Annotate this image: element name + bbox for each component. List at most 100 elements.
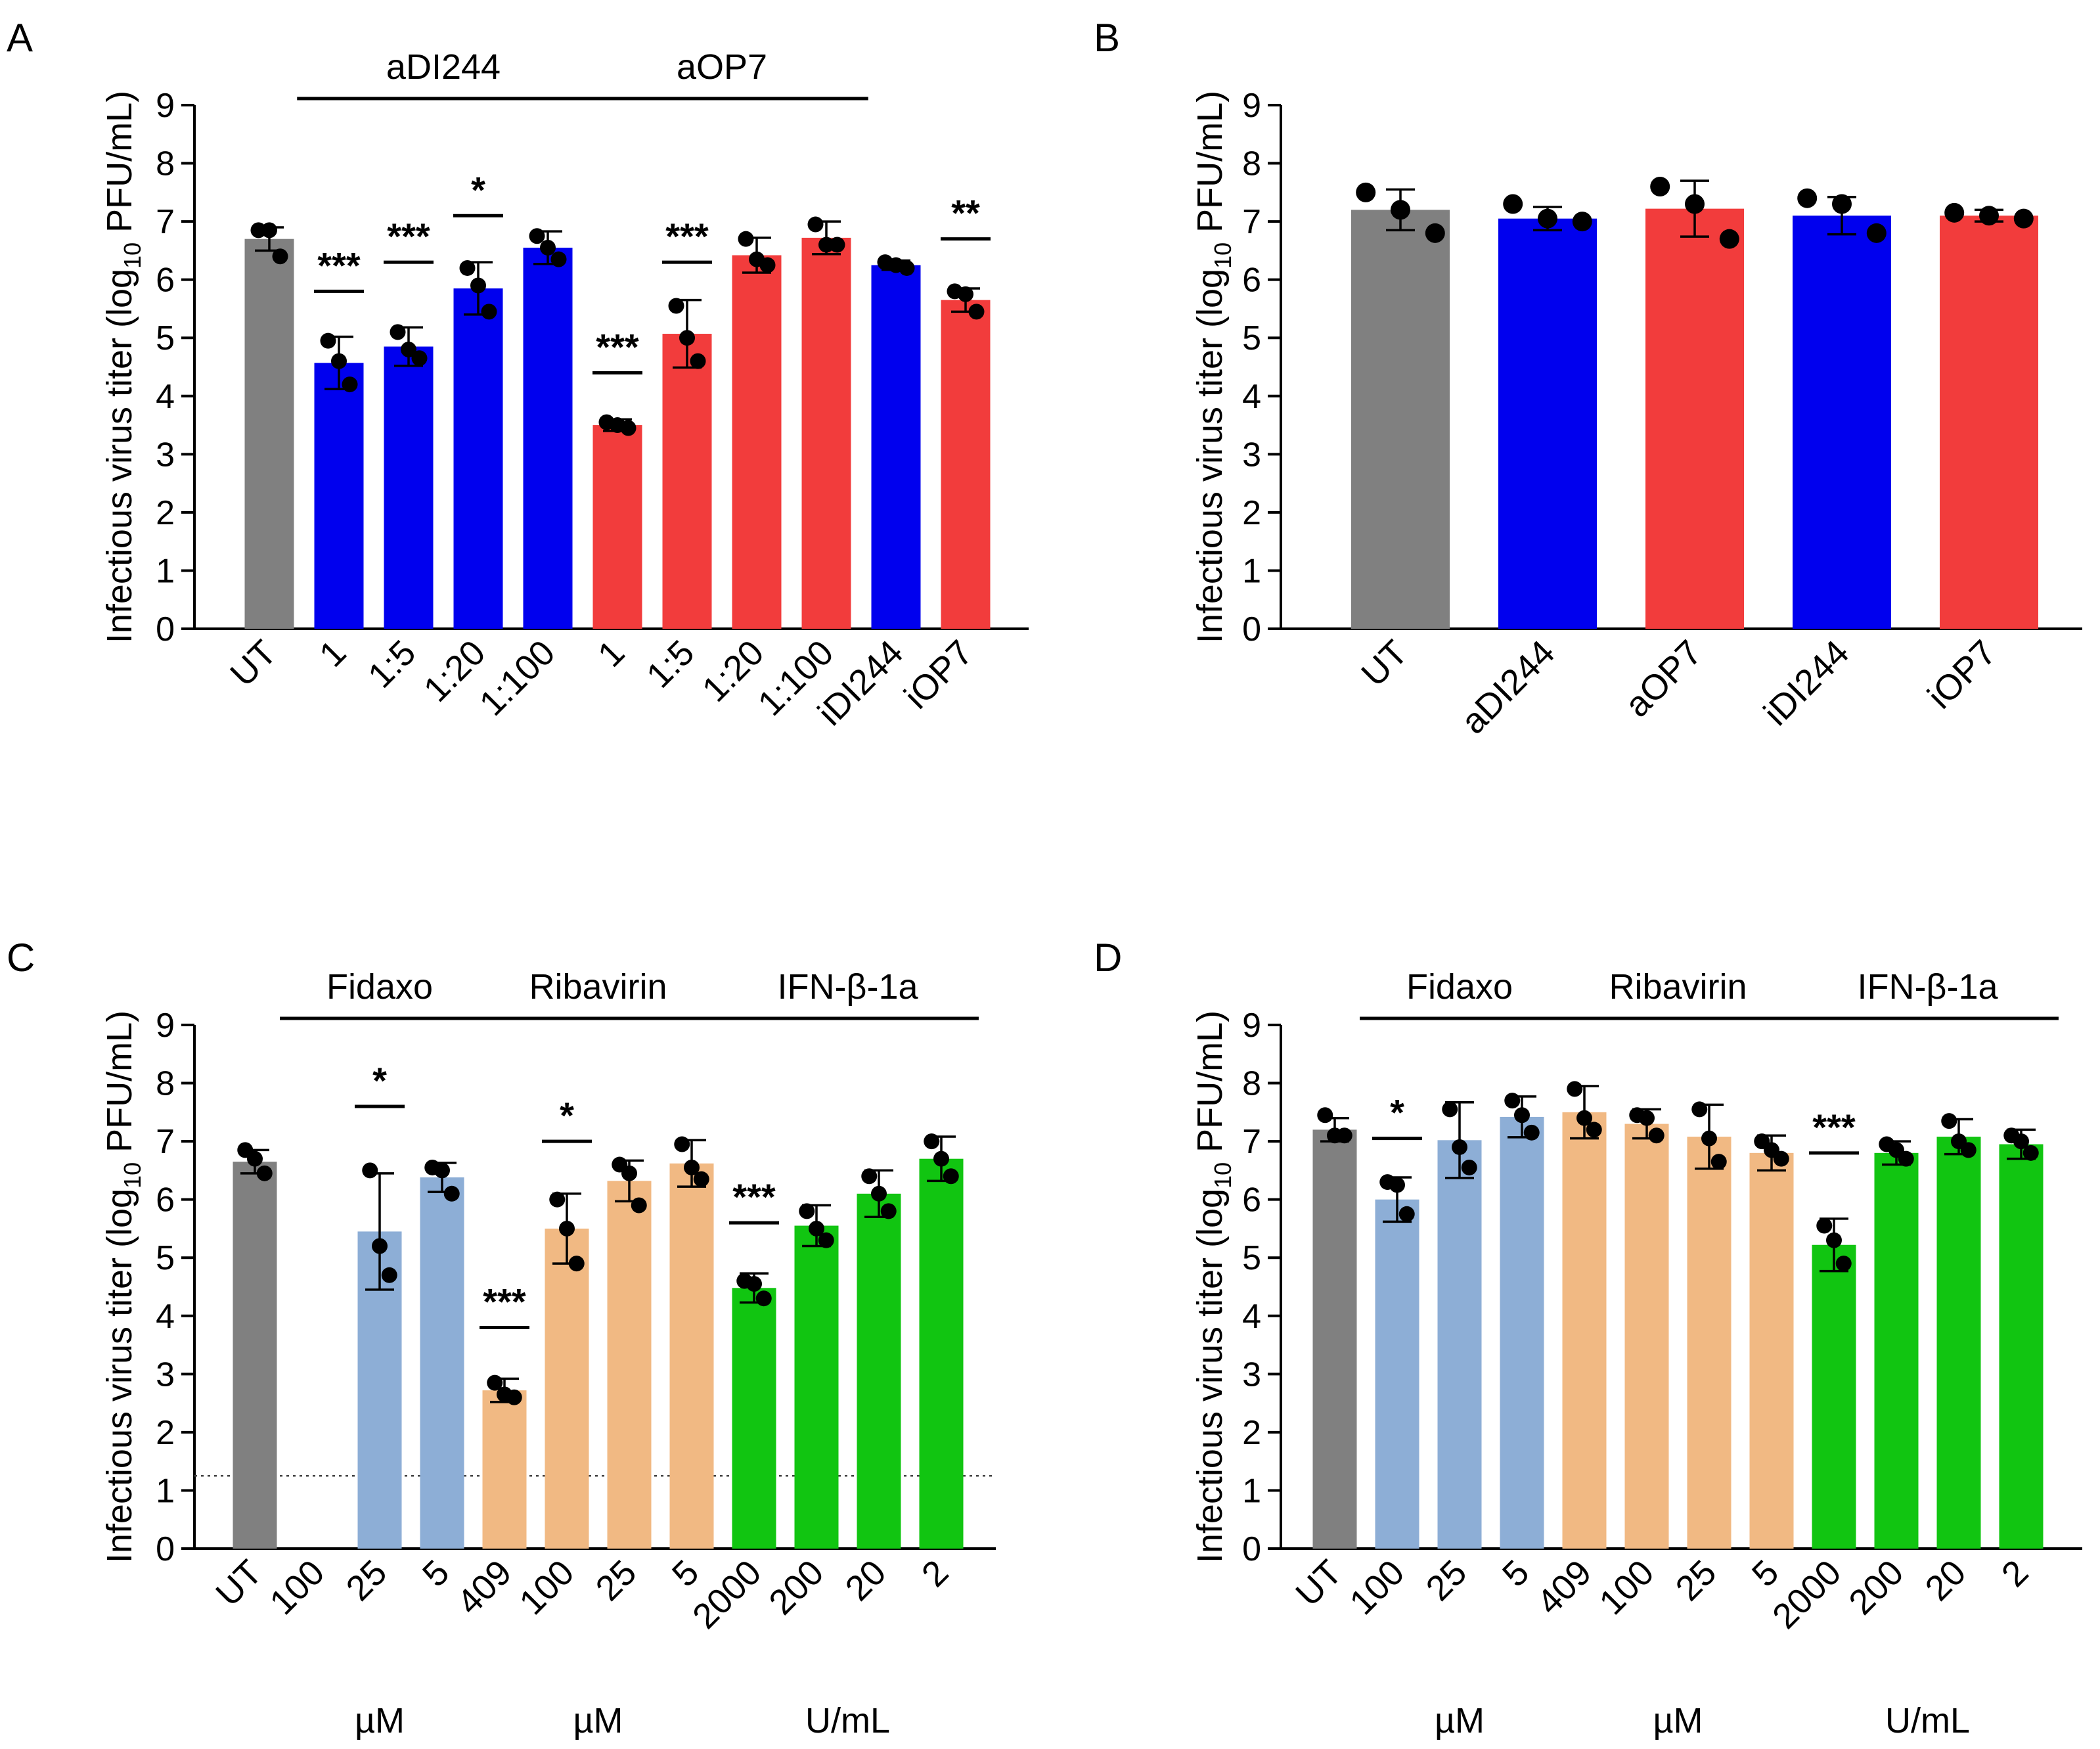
data-point — [459, 260, 476, 276]
bar — [1375, 1199, 1419, 1549]
data-point — [690, 353, 706, 369]
x-tick-label: 5 — [1495, 1553, 1537, 1595]
bar — [1749, 1152, 1794, 1549]
bar — [1312, 1129, 1357, 1549]
data-point — [807, 216, 824, 233]
x-tick-label: 100 — [262, 1553, 332, 1622]
y-tick-label: 1 — [1242, 1472, 1261, 1510]
data-point — [1648, 1127, 1664, 1144]
y-tick-label: 7 — [1242, 203, 1261, 241]
panel-a: A Infectious virus titer (log10 PFU/mL) 0 1… — [7, 16, 1029, 733]
panel-letter: B — [1094, 16, 1120, 60]
x-tick-label: aDI244 — [1454, 633, 1563, 742]
data-point — [1586, 1122, 1602, 1138]
x-tick-label: UT — [1288, 1553, 1349, 1614]
significance-label: *** — [665, 216, 709, 257]
y-tick-label: 3 — [1242, 1355, 1261, 1394]
data-point — [1710, 1154, 1727, 1170]
x-tick-label: 200 — [1841, 1553, 1911, 1622]
group-label: aOP7 — [677, 47, 767, 87]
bar — [1500, 1116, 1544, 1549]
bar — [1687, 1137, 1731, 1549]
x-tick-label: UT — [223, 633, 284, 694]
data-point — [738, 231, 754, 247]
bar — [453, 288, 503, 629]
data-point — [342, 376, 358, 393]
bar — [420, 1177, 464, 1549]
y-tick-label: 1 — [1242, 552, 1261, 590]
y-tick-label: 7 — [1242, 1123, 1261, 1161]
data-point — [1389, 1177, 1405, 1193]
x-tick-label: UT — [208, 1553, 269, 1614]
data-point — [434, 1162, 450, 1179]
bar — [857, 1193, 901, 1549]
data-point — [1691, 1101, 1708, 1118]
bar — [732, 1288, 776, 1549]
x-tick-label: 200 — [761, 1553, 831, 1622]
significance-label: * — [471, 169, 485, 210]
panel-letter: A — [7, 16, 33, 60]
data-point — [1523, 1124, 1540, 1141]
y-tick-label: 1 — [156, 552, 175, 590]
x-tick-label: 409 — [449, 1553, 519, 1622]
bar — [1874, 1152, 1919, 1549]
data-point — [272, 248, 288, 265]
bar — [592, 425, 642, 629]
bar — [732, 255, 782, 629]
data-point — [487, 1374, 503, 1391]
significance-label: * — [372, 1060, 387, 1101]
y-tick-label: 8 — [1242, 1065, 1261, 1103]
bar — [1793, 216, 1891, 629]
data-point — [381, 1267, 397, 1283]
y-axis-label: Infectious virus titer (log10 PFU/mL) — [1190, 91, 1236, 643]
data-point — [261, 222, 277, 238]
y-tick-label: 6 — [1242, 261, 1261, 300]
data-point — [1317, 1107, 1333, 1124]
data-point — [861, 1168, 878, 1185]
y-tick-label: 3 — [156, 1355, 175, 1394]
data-point — [755, 1290, 772, 1307]
data-point — [829, 237, 845, 253]
bar — [482, 1390, 527, 1549]
unit-label: µM — [573, 1701, 623, 1740]
data-point — [679, 330, 695, 346]
x-tick-label: 5 — [665, 1553, 707, 1595]
y-tick-label: 6 — [156, 261, 175, 300]
data-point — [1514, 1107, 1530, 1124]
y-tick-label: 8 — [156, 145, 175, 183]
x-tick-label: 409 — [1529, 1553, 1599, 1622]
data-point — [1944, 202, 1965, 223]
data-point — [250, 222, 267, 238]
data-point — [759, 257, 776, 273]
x-tick-label: 25 — [1668, 1553, 1724, 1608]
group-label: aDI244 — [386, 47, 501, 87]
data-point — [621, 1165, 637, 1181]
group-label: IFN-β-1a — [1857, 967, 1998, 1007]
y-tick-label: 5 — [1242, 319, 1261, 357]
data-point — [1941, 1113, 1957, 1129]
y-tick-label: 8 — [156, 1065, 175, 1103]
y-tick-label: 0 — [156, 1530, 175, 1568]
data-point — [1898, 1150, 1914, 1167]
x-tick-label: 20 — [838, 1553, 894, 1608]
y-tick-label: 6 — [156, 1181, 175, 1219]
x-tick-label: 5 — [415, 1553, 457, 1595]
panel-d: D Infectious virus titer (log10 PFU/mL)0 1… — [1094, 936, 2082, 1740]
x-tick-label: 5 — [1745, 1553, 1787, 1595]
bar — [1936, 1137, 1981, 1549]
data-point — [674, 1136, 690, 1152]
data-point — [746, 1276, 762, 1292]
significance-label: *** — [732, 1176, 776, 1217]
data-point — [620, 420, 637, 436]
data-point — [320, 332, 336, 349]
x-tick-label: 100 — [1342, 1553, 1412, 1622]
bar — [384, 346, 434, 629]
significance-label: * — [560, 1095, 574, 1136]
bar — [1498, 218, 1597, 629]
x-tick-label: 25 — [1419, 1553, 1475, 1608]
bar — [607, 1181, 652, 1549]
data-point — [2022, 1145, 2039, 1161]
data-point — [549, 1191, 566, 1208]
y-tick-label: 0 — [1242, 610, 1261, 648]
data-point — [540, 239, 556, 256]
